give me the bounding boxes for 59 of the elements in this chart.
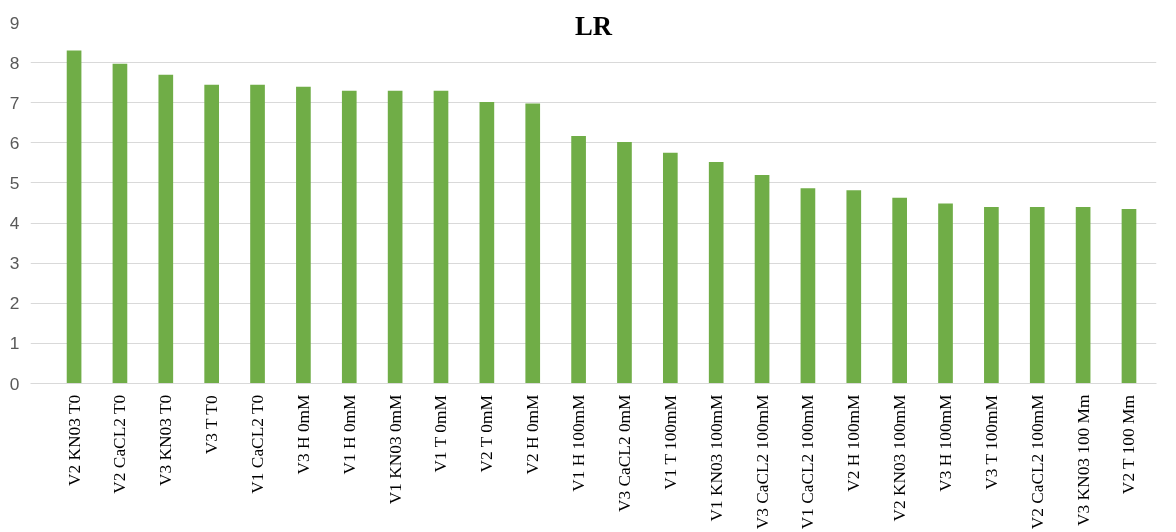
- x-tick-label: V1 KN03 100mM: [706, 394, 726, 522]
- x-tick-label: V2 T 100 Mm: [1119, 394, 1139, 495]
- bar: [250, 84, 265, 384]
- bar: [754, 174, 770, 384]
- x-tick-label: V2 H 0mM: [523, 394, 543, 475]
- bar: [846, 190, 862, 384]
- y-tick-label: 7: [9, 92, 20, 113]
- x-tick-label: V2 CaCL2 100mM: [1027, 394, 1047, 530]
- x-tick-label: V2 KN03 T0: [64, 394, 84, 486]
- x-tick-label: V1 CaCL2 100mM: [798, 394, 818, 530]
- bar: [296, 86, 311, 384]
- bar: [525, 103, 541, 384]
- y-tick-label: 1: [9, 333, 20, 354]
- y-tick-label: 4: [9, 213, 20, 234]
- x-tick-label: V3 T 100mM: [981, 395, 1001, 490]
- bar: [112, 63, 128, 384]
- x-tick-label: V1 T 100mM: [660, 395, 680, 490]
- y-tick-label: 3: [9, 253, 20, 274]
- x-tick-label: V1 T 0mM: [431, 395, 451, 473]
- bar: [662, 152, 678, 384]
- x-tick-label: V2 CaCL2 T0: [110, 394, 130, 494]
- bar: [204, 84, 220, 384]
- bar: [892, 197, 907, 384]
- x-tick-label: V1 H 0mM: [339, 394, 359, 475]
- y-tick-label: 2: [9, 293, 20, 314]
- bar: [938, 203, 953, 384]
- bar: [617, 142, 632, 384]
- x-tick-label: V3 KN03 100 Mm: [1073, 393, 1093, 526]
- chart-title: LR: [574, 10, 613, 41]
- bar: [158, 74, 174, 384]
- bar: [708, 162, 724, 384]
- bar: [1075, 207, 1091, 384]
- bar: [433, 90, 449, 384]
- y-tick-label: 9: [9, 12, 20, 33]
- bar: [571, 136, 586, 384]
- x-tick-label: V3 T T0: [202, 395, 222, 455]
- y-tick-label: 8: [9, 52, 20, 73]
- x-tick-label: V3 CaCL2 0mM: [614, 394, 634, 512]
- x-tick-label: V3 H 0mM: [293, 394, 313, 475]
- x-tick-label: V1 CaCL2 T0: [248, 394, 268, 494]
- bar: [800, 188, 816, 384]
- x-tick-label: V2 KN03 100mM: [890, 394, 910, 522]
- bar: [387, 90, 403, 384]
- y-tick-label: 0: [9, 373, 20, 394]
- y-tick-label: 5: [9, 172, 20, 193]
- y-tick-label: 6: [9, 132, 20, 153]
- x-tick-label: V1 H 100mM: [569, 394, 589, 492]
- bar: [984, 207, 999, 384]
- bar: [1121, 209, 1137, 384]
- bar: [66, 50, 82, 384]
- bar: [479, 101, 495, 384]
- x-tick-label: V1 KN03 0mM: [385, 394, 405, 505]
- x-tick-label: V2 H 100mM: [844, 394, 864, 492]
- x-tick-label: V3 CaCL2 100mM: [752, 394, 772, 530]
- x-tick-label: V3 H 100mM: [936, 394, 956, 492]
- bar: [1029, 207, 1045, 384]
- bar: [341, 90, 357, 384]
- x-tick-label: V2 T 0mM: [477, 395, 497, 473]
- x-tick-label: V3 KN03 T0: [156, 394, 176, 486]
